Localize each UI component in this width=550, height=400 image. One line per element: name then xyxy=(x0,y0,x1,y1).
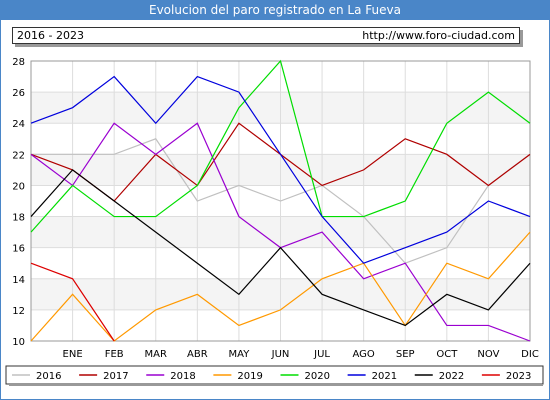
x-tick-label: SEP xyxy=(396,349,415,360)
x-tick-label: MAY xyxy=(229,349,251,360)
y-tick-label: 14 xyxy=(12,275,25,286)
x-tick-label: JUN xyxy=(271,349,290,360)
legend-label-2022: 2022 xyxy=(439,371,464,382)
x-tick-label: NOV xyxy=(477,349,499,360)
legend-label-2017: 2017 xyxy=(103,371,128,382)
x-tick-label: DIC xyxy=(521,349,539,360)
y-tick-label: 20 xyxy=(12,181,25,192)
x-tick-label: ABR xyxy=(187,349,208,360)
period-label: 2016 - 2023 xyxy=(17,29,84,42)
chart-title: Evolucion del paro registrado en La Fuev… xyxy=(0,0,550,20)
series-line-2021 xyxy=(30,75,531,264)
legend-label-2018: 2018 xyxy=(170,371,195,382)
x-tick-label: OCT xyxy=(436,349,458,360)
x-tick-label: MAR xyxy=(145,349,167,360)
y-tick-label: 10 xyxy=(12,337,25,348)
y-tick-label: 22 xyxy=(12,150,25,161)
legend-label-2019: 2019 xyxy=(237,371,262,382)
x-tick-label: FEB xyxy=(105,349,124,360)
legend-label-2023: 2023 xyxy=(506,371,531,382)
legend-label-2020: 2020 xyxy=(305,371,330,382)
series-line-2023 xyxy=(30,262,115,342)
info-box: 2016 - 2023 http://www.foro-ciudad.com xyxy=(12,27,520,44)
series-line-2016 xyxy=(31,138,531,264)
y-tick-label: 28 xyxy=(12,57,25,68)
x-tick-label: JUL xyxy=(313,349,330,360)
y-tick-label: 16 xyxy=(12,244,25,255)
website-label: http://www.foro-ciudad.com xyxy=(362,29,515,42)
x-tick-label: ENE xyxy=(63,349,83,360)
y-tick-label: 26 xyxy=(12,88,25,99)
x-tick-label: AGO xyxy=(353,349,375,360)
series-line-2020 xyxy=(30,59,531,233)
y-tick-label: 24 xyxy=(12,119,25,130)
legend-label-2016: 2016 xyxy=(36,371,61,382)
series-line-2022 xyxy=(30,169,531,327)
legend-label-2021: 2021 xyxy=(372,371,397,382)
y-tick-label: 12 xyxy=(12,306,25,317)
y-tick-label: 18 xyxy=(12,213,25,224)
